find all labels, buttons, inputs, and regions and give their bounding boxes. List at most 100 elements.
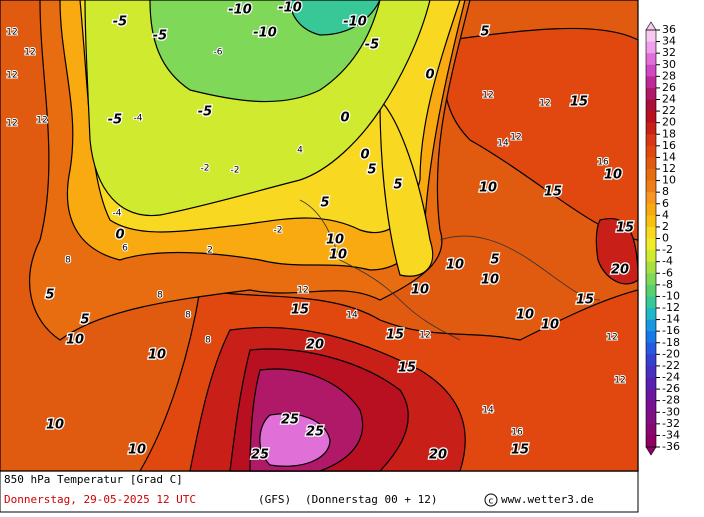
contour-label: 25 <box>251 448 269 463</box>
contour-label: 25 <box>281 413 299 428</box>
colorbar-segment <box>646 308 656 321</box>
minor-label: 12 <box>297 286 308 296</box>
temperature-region <box>443 27 639 241</box>
contour-label: 5 <box>490 253 499 268</box>
contour-label: 0 <box>360 148 369 163</box>
contour-label: -10 <box>278 1 302 16</box>
colorbar-label: -10 <box>662 289 680 302</box>
minor-label: 8 <box>65 256 71 266</box>
colorbar-segment <box>646 342 656 355</box>
contour-label: -5 <box>153 29 167 44</box>
colorbar-segment <box>646 215 656 228</box>
colorbar-label: 0 <box>662 232 669 245</box>
colorbar-label: -20 <box>662 347 680 360</box>
contour-label: 10 <box>329 248 347 263</box>
copyright-c: c <box>489 497 494 507</box>
colorbar-segment <box>646 180 656 193</box>
colorbar-label: 20 <box>662 116 676 129</box>
colorbar-label: 30 <box>662 58 676 71</box>
colorbar-label: -6 <box>662 266 673 279</box>
colorbar-segment <box>646 99 656 112</box>
colorbar-label: -24 <box>662 371 680 384</box>
minor-label: 12 <box>6 28 17 38</box>
minor-label: 8 <box>157 291 163 301</box>
contour-label: 15 <box>386 328 404 343</box>
minor-label: 16 <box>597 158 609 168</box>
colorbar-label: 16 <box>662 139 676 152</box>
copyright-icon <box>484 493 498 507</box>
contour-label: 10 <box>46 418 64 433</box>
minor-label: 12 <box>606 333 617 343</box>
contour-label: 5 <box>45 288 54 303</box>
contour-label: 15 <box>570 95 588 110</box>
minor-label: -4 <box>134 114 143 124</box>
contour-label: -5 <box>198 105 212 120</box>
footer-source: www.wetter3.de <box>501 493 594 506</box>
minor-label: 16 <box>511 428 523 438</box>
colorbar-label: -28 <box>662 394 680 407</box>
contour-label: 10 <box>604 168 622 183</box>
colorbar-label: -32 <box>662 417 680 430</box>
colorbar-segment <box>646 41 656 54</box>
colorbar-label: -26 <box>662 382 680 395</box>
colorbar-label: 12 <box>662 162 676 175</box>
contour-label: 5 <box>320 196 329 211</box>
contour-label: 15 <box>616 221 634 236</box>
minor-label: 12 <box>419 331 430 341</box>
colorbar-label: -30 <box>662 405 680 418</box>
colorbar-segment <box>646 203 656 216</box>
colorbar-segment <box>646 261 656 274</box>
colorbar-segment <box>646 319 656 332</box>
contour-label: 15 <box>544 185 562 200</box>
colorbar-label: -2 <box>662 243 673 256</box>
minor-label: 2 <box>207 246 213 256</box>
colorbar-label: 34 <box>662 35 676 48</box>
colorbar-label: -16 <box>662 324 680 337</box>
contour-label: -5 <box>113 15 127 30</box>
colorbar-label: -12 <box>662 301 680 314</box>
colorbar-segment <box>646 273 656 286</box>
colorbar-label: 4 <box>662 208 669 221</box>
map: -10 -10-10-5-5 -10-5-5-5050055051010551010… <box>0 0 639 472</box>
footer-frame <box>0 470 639 513</box>
temperature-region <box>289 0 381 36</box>
colorbar-label: -4 <box>662 255 673 268</box>
contour-label: 25 <box>306 425 324 440</box>
colorbar-label: -14 <box>662 313 680 326</box>
contour-label: 10 <box>411 283 429 298</box>
colorbar-segment <box>646 122 656 135</box>
contour-label: 10 <box>541 318 559 333</box>
colorbar-segment <box>646 64 656 77</box>
colorbar-segment <box>646 238 656 251</box>
contour-label: 10 <box>148 348 166 363</box>
colorbar-segment <box>646 226 656 239</box>
contour-label: 0 <box>425 68 434 83</box>
colorbar-segment <box>646 169 656 182</box>
temperature-region <box>259 413 331 467</box>
contour-label: 10 <box>446 258 464 273</box>
colorbar-segment <box>646 389 656 402</box>
minor-label: 8 <box>185 311 191 321</box>
minor-label: -2 <box>274 226 283 236</box>
contour-label: 5 <box>80 313 89 328</box>
temperature-region <box>379 98 434 277</box>
colorbar-label: -36 <box>662 440 680 453</box>
footer-run: (Donnerstag 00 + 12) <box>305 493 437 506</box>
coastline <box>299 199 601 341</box>
contour-label: 20 <box>611 263 629 278</box>
minor-label: -6 <box>214 48 223 58</box>
contour-label: 0 <box>340 111 349 126</box>
contour-label: 10 <box>516 308 534 323</box>
colorbar-segment <box>646 331 656 344</box>
colorbar-segment <box>646 412 656 425</box>
colorbar-segment <box>646 400 656 413</box>
colorbar-segment <box>646 53 656 66</box>
colorbar-segment <box>646 145 656 158</box>
colorbar-label: 32 <box>662 46 676 59</box>
contour-label: 10 <box>128 443 146 458</box>
contour-label: -5 <box>108 113 122 128</box>
minor-label: 12 <box>614 376 625 386</box>
contour-label: 5 <box>367 163 376 178</box>
minor-label: -4 <box>113 209 122 219</box>
minor-label: 4 <box>297 146 303 156</box>
